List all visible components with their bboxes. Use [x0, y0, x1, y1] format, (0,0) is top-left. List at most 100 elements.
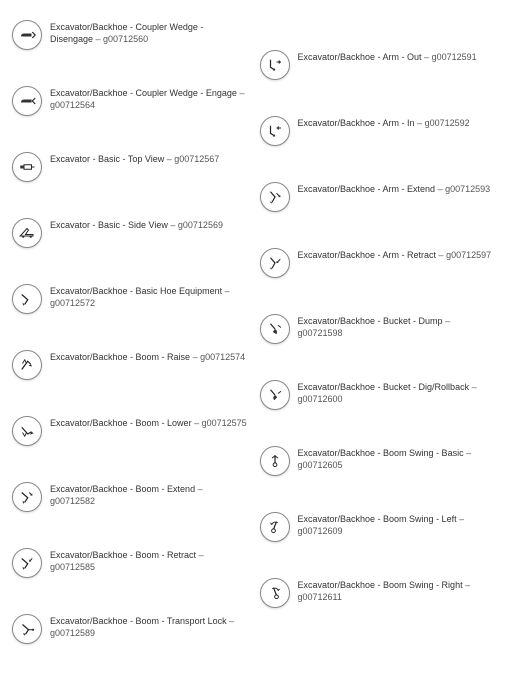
- symbol-text: Excavator/Backhoe - Boom - Raise – g0071…: [50, 350, 245, 364]
- symbol-label: Excavator/Backhoe - Arm - Extend: [298, 184, 436, 194]
- swing-right-icon: [260, 578, 290, 608]
- separator: –: [415, 118, 425, 128]
- separator: –: [164, 154, 174, 164]
- symbol-item: Excavator/Backhoe - Coupler Wedge - Dise…: [12, 20, 248, 50]
- separator: –: [196, 550, 204, 560]
- symbol-code: g00712611: [298, 592, 342, 602]
- symbol-label: Excavator/Backhoe - Boom - Raise: [50, 352, 190, 362]
- symbol-label: Excavator/Backhoe - Boom - Retract: [50, 550, 196, 560]
- symbol-label: Excavator/Backhoe - Boom - Extend: [50, 484, 195, 494]
- symbol-text: Excavator - Basic - Side View – g0071256…: [50, 218, 223, 232]
- separator: –: [93, 34, 103, 44]
- symbol-code: g00712593: [445, 184, 490, 194]
- separator: –: [457, 514, 465, 524]
- symbol-item: Excavator/Backhoe - Coupler Wedge - Enga…: [12, 86, 248, 116]
- symbol-text: Excavator/Backhoe - Boom - Lower – g0071…: [50, 416, 247, 430]
- symbol-text: Excavator/Backhoe - Basic Hoe Equipment …: [50, 284, 248, 309]
- symbol-item: Excavator/Backhoe - Arm - Retract – g007…: [260, 248, 496, 278]
- separator: –: [464, 448, 472, 458]
- separator: –: [227, 616, 235, 626]
- symbol-label: Excavator - Basic - Top View: [50, 154, 164, 164]
- bucket-dig-icon: [260, 380, 290, 410]
- symbol-item: Excavator/Backhoe - Arm - In – g00712592: [260, 116, 496, 146]
- symbol-item: Excavator/Backhoe - Arm - Out – g0071259…: [260, 50, 496, 80]
- swing-basic-icon: [260, 446, 290, 476]
- symbol-item: Excavator/Backhoe - Boom - Transport Loc…: [12, 614, 248, 644]
- symbol-label: Excavator/Backhoe - Basic Hoe Equipment: [50, 286, 222, 296]
- symbol-code: g00712569: [178, 220, 223, 230]
- symbol-text: Excavator/Backhoe - Arm - Extend – g0071…: [298, 182, 491, 196]
- transport-lock-icon: [12, 614, 42, 644]
- symbol-label: Excavator/Backhoe - Arm - Retract: [298, 250, 437, 260]
- boom-extend-icon: [12, 482, 42, 512]
- symbol-text: Excavator/Backhoe - Bucket - Dig/Rollbac…: [298, 380, 496, 405]
- symbol-item: Excavator/Backhoe - Bucket - Dump – g007…: [260, 314, 496, 344]
- symbol-text: Excavator/Backhoe - Bucket - Dump – g007…: [298, 314, 496, 339]
- separator: –: [463, 580, 471, 590]
- symbol-text: Excavator/Backhoe - Arm - Out – g0071259…: [298, 50, 477, 64]
- symbol-code: g00712567: [174, 154, 219, 164]
- boom-retract-icon: [12, 548, 42, 578]
- swing-left-icon: [260, 512, 290, 542]
- symbol-text: Excavator/Backhoe - Arm - Retract – g007…: [298, 248, 492, 262]
- separator: –: [222, 286, 230, 296]
- symbol-code: g00712575: [202, 418, 247, 428]
- symbol-code: g00712592: [425, 118, 470, 128]
- symbol-code: g00712597: [446, 250, 491, 260]
- symbol-item: Excavator/Backhoe - Basic Hoe Equipment …: [12, 284, 248, 314]
- symbol-text: Excavator/Backhoe - Boom - Transport Loc…: [50, 614, 248, 639]
- side-view-icon: [12, 218, 42, 248]
- symbol-text: Excavator/Backhoe - Boom - Retract – g00…: [50, 548, 248, 573]
- symbol-code: g00712574: [200, 352, 245, 362]
- symbol-label: Excavator/Backhoe - Arm - Out: [298, 52, 422, 62]
- arm-in-icon: [260, 116, 290, 146]
- symbol-label: Excavator/Backhoe - Boom - Transport Loc…: [50, 616, 227, 626]
- symbol-code: g00712600: [298, 394, 343, 404]
- boom-lower-icon: [12, 416, 42, 446]
- symbol-item: Excavator/Backhoe - Boom - Extend – g007…: [12, 482, 248, 512]
- arm-extend-icon: [260, 182, 290, 212]
- separator: –: [469, 382, 477, 392]
- symbol-item: Excavator/Backhoe - Bucket - Dig/Rollbac…: [260, 380, 496, 410]
- symbol-code: g00712605: [298, 460, 343, 470]
- symbol-item: Excavator - Basic - Side View – g0071256…: [12, 218, 248, 248]
- symbol-item: Excavator/Backhoe - Boom Swing - Left – …: [260, 512, 496, 542]
- symbol-item: Excavator/Backhoe - Boom - Lower – g0071…: [12, 416, 248, 446]
- symbol-label: Excavator/Backhoe - Bucket - Dig/Rollbac…: [298, 382, 470, 392]
- right-column: Excavator/Backhoe - Arm - Out – g0071259…: [260, 20, 496, 680]
- symbol-label: Excavator/Backhoe - Boom - Lower: [50, 418, 192, 428]
- symbol-text: Excavator - Basic - Top View – g00712567: [50, 152, 219, 166]
- separator: –: [422, 52, 432, 62]
- symbol-text: Excavator/Backhoe - Coupler Wedge - Dise…: [50, 20, 248, 45]
- symbol-item: Excavator - Basic - Top View – g00712567: [12, 152, 248, 182]
- wedge-out-icon: [12, 20, 42, 50]
- arm-out-icon: [260, 50, 290, 80]
- symbol-text: Excavator/Backhoe - Boom - Extend – g007…: [50, 482, 248, 507]
- bucket-dump-icon: [260, 314, 290, 344]
- symbol-item: Excavator/Backhoe - Arm - Extend – g0071…: [260, 182, 496, 212]
- symbol-label: Excavator/Backhoe - Arm - In: [298, 118, 415, 128]
- symbol-code: g00712585: [50, 562, 95, 572]
- symbol-label: Excavator/Backhoe - Boom Swing - Left: [298, 514, 457, 524]
- separator: –: [435, 184, 445, 194]
- symbol-item: Excavator/Backhoe - Boom - Raise – g0071…: [12, 350, 248, 380]
- separator: –: [436, 250, 446, 260]
- top-view-icon: [12, 152, 42, 182]
- separator: –: [443, 316, 451, 326]
- separator: –: [195, 484, 203, 494]
- arm-retract-icon: [260, 248, 290, 278]
- boom-raise-icon: [12, 350, 42, 380]
- separator: –: [237, 88, 245, 98]
- symbol-text: Excavator/Backhoe - Arm - In – g00712592: [298, 116, 470, 130]
- symbol-text: Excavator/Backhoe - Boom Swing - Left – …: [298, 512, 496, 537]
- symbol-label: Excavator/Backhoe - Coupler Wedge - Enga…: [50, 88, 237, 98]
- wedge-in-icon: [12, 86, 42, 116]
- symbol-item: Excavator/Backhoe - Boom - Retract – g00…: [12, 548, 248, 578]
- hoe-icon: [12, 284, 42, 314]
- separator: –: [168, 220, 178, 230]
- symbol-code: g00712589: [50, 628, 95, 638]
- symbol-text: Excavator/Backhoe - Coupler Wedge - Enga…: [50, 86, 248, 111]
- symbol-code: g00712564: [50, 100, 95, 110]
- symbol-code: g00712591: [432, 52, 477, 62]
- symbol-list: Excavator/Backhoe - Coupler Wedge - Dise…: [12, 20, 495, 680]
